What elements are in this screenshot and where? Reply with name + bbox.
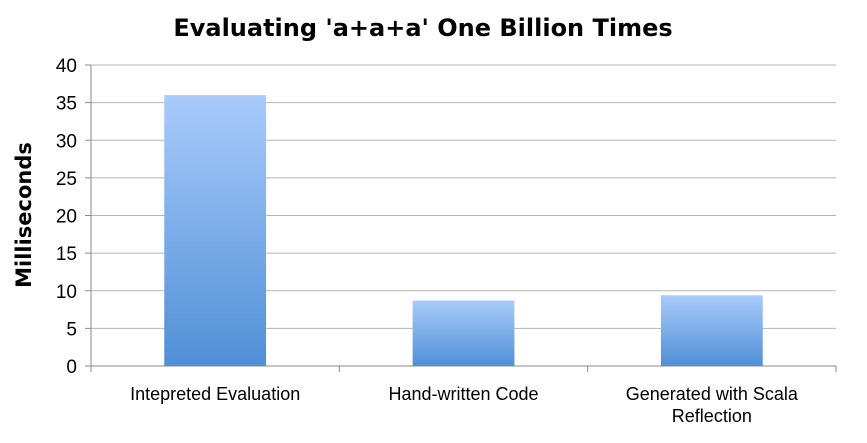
bar xyxy=(660,295,763,366)
chart-title: Evaluating 'a+a+a' One Billion Times xyxy=(173,14,672,42)
y-tick-label: 40 xyxy=(56,56,77,77)
y-tick-label: 15 xyxy=(56,244,77,265)
y-tick-label: 35 xyxy=(56,94,77,115)
bar xyxy=(164,95,267,366)
y-tick-label: 10 xyxy=(56,282,77,303)
y-tick-labels: 0 5 10 15 20 25 30 35 40 xyxy=(56,56,77,378)
bars xyxy=(164,95,763,366)
y-tick-label: 20 xyxy=(56,207,77,228)
x-category-label: Reflection xyxy=(672,406,752,426)
bar xyxy=(412,300,515,366)
y-tick-label: 25 xyxy=(56,169,77,190)
x-category-label: Hand-written Code xyxy=(388,384,538,404)
y-tick-label: 30 xyxy=(56,131,77,152)
y-tick-label: 5 xyxy=(66,319,77,340)
y-axis-label: Milliseconds xyxy=(12,142,36,288)
axes xyxy=(90,65,837,372)
x-category-labels: Intepreted Evaluation Hand-written Code Ge… xyxy=(130,384,799,426)
x-category-label: Intepreted Evaluation xyxy=(130,384,300,404)
x-category-label: Generated with Scala xyxy=(626,384,799,404)
y-tick-label: 0 xyxy=(66,357,77,378)
